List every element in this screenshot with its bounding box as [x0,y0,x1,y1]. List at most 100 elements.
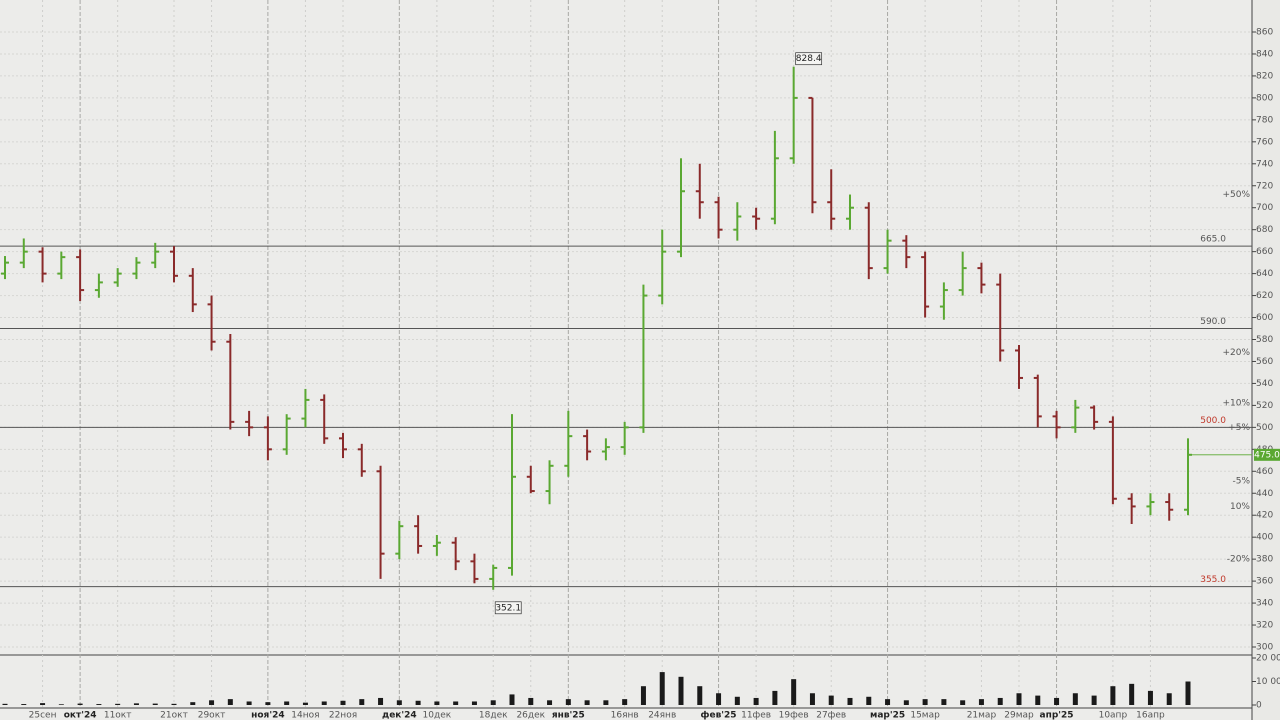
volume-bar [922,699,928,705]
volume-tick-label: 0 [1256,701,1262,711]
volume-bar [21,704,27,705]
volume-bar [791,679,797,705]
y-tick-label: 640 [1256,269,1273,279]
y-tick-label: 460 [1256,467,1273,477]
x-tick-label: мар'25 [870,711,905,720]
y-tick-label: 380 [1256,555,1273,565]
x-tick-label: 16янв [611,711,639,720]
y-tick-label: 600 [1256,313,1273,323]
y-tick-label: 860 [1256,28,1273,38]
x-tick-label: 24янв [648,711,676,720]
volume-bar [997,697,1003,705]
volume-bar [453,701,459,705]
y-tick-label: 340 [1256,599,1273,609]
x-tick-label: 19фев [779,711,809,720]
volume-bar [547,700,553,705]
level-label: 355.0 [1200,575,1226,585]
x-tick-label: 29окт [198,711,226,720]
volume-tick-label: 10 000 [1256,677,1280,687]
x-tick-label: 18дек [479,711,508,720]
x-tick-label: 16апр [1136,711,1165,720]
max-label-box [795,52,823,66]
volume-bar [40,703,46,705]
percent-label: +20% [1222,348,1250,358]
volume-bar [434,701,440,705]
volume-bar [265,702,271,705]
plot-bg [0,0,1252,720]
x-tick-label: 25сен [29,711,57,720]
volume-bar [340,700,346,705]
volume-bar [378,697,384,705]
x-tick-label: ноя'24 [251,711,284,720]
percent-label: +10% [1222,399,1250,409]
volume-bar [1035,695,1041,705]
x-tick-label: 10дек [423,711,452,720]
x-tick-label: 27фев [816,711,846,720]
volume-bar [1147,690,1153,705]
volume-bar [1016,693,1022,705]
volume-bar [978,699,984,705]
volume-bar [622,699,628,705]
y-tick-label: 580 [1256,335,1273,345]
volume-bar [359,699,365,705]
y-tick-label: 820 [1256,71,1273,81]
volume-bar [77,703,83,705]
volume-bar [847,697,853,705]
volume-bar [903,700,909,705]
y-tick-label: 780 [1256,115,1273,125]
volume-bar [171,703,177,705]
last-price-label: 475.0 [1254,450,1280,460]
x-tick-label: апр'25 [1040,711,1074,720]
y-tick-label: 420 [1256,511,1273,521]
volume-bar [1091,695,1097,705]
volume-bar [1166,693,1172,705]
volume-bar [678,676,684,705]
volume-bar [716,693,722,705]
volume-bar [58,704,64,705]
y-tick-label: 560 [1256,357,1273,367]
max-label: 828.4 [796,54,822,64]
y-tick-label: 520 [1256,401,1273,411]
percent-label: 10% [1230,502,1250,512]
x-tick-label: 14ноя [291,711,319,720]
volume-bar [584,700,590,705]
x-tick-label: дек'24 [382,711,417,720]
percent-label: +50% [1222,190,1250,200]
level-label: 500.0 [1200,416,1226,426]
y-tick-label: 360 [1256,577,1273,587]
x-tick-label: фев'25 [701,711,737,720]
min-label-box [494,601,522,615]
volume-bar [152,703,158,705]
volume-bar [490,700,496,705]
level-label: 590.0 [1200,317,1226,327]
y-tick-label: 500 [1256,423,1273,433]
x-tick-label: окт'24 [64,711,97,720]
volume-bar [697,686,703,705]
y-tick-label: 440 [1256,489,1273,499]
y-tick-label: 620 [1256,291,1273,301]
volume-bar [415,700,421,705]
y-tick-label: 720 [1256,181,1273,191]
volume-bar [1054,697,1060,705]
level-label: 665.0 [1200,235,1226,245]
volume-bar [866,696,872,705]
x-tick-label: 11окт [104,711,132,720]
volume-bar [809,693,815,705]
volume-bar [640,686,646,705]
y-tick-label: 840 [1256,49,1273,59]
volume-bar [209,700,215,705]
volume-bar [2,703,8,705]
volume-bar [941,699,947,705]
volume-bar [302,702,308,705]
volume-bar [565,699,571,705]
y-tick-label: 760 [1256,137,1273,147]
volume-bar [659,672,665,705]
y-tick-label: 320 [1256,621,1273,631]
volume-bar [603,700,609,705]
y-tick-label: 740 [1256,159,1273,169]
last-price-box [1254,448,1280,461]
y-tick-label: 300 [1256,643,1273,653]
y-tick-label: 400 [1256,533,1273,543]
